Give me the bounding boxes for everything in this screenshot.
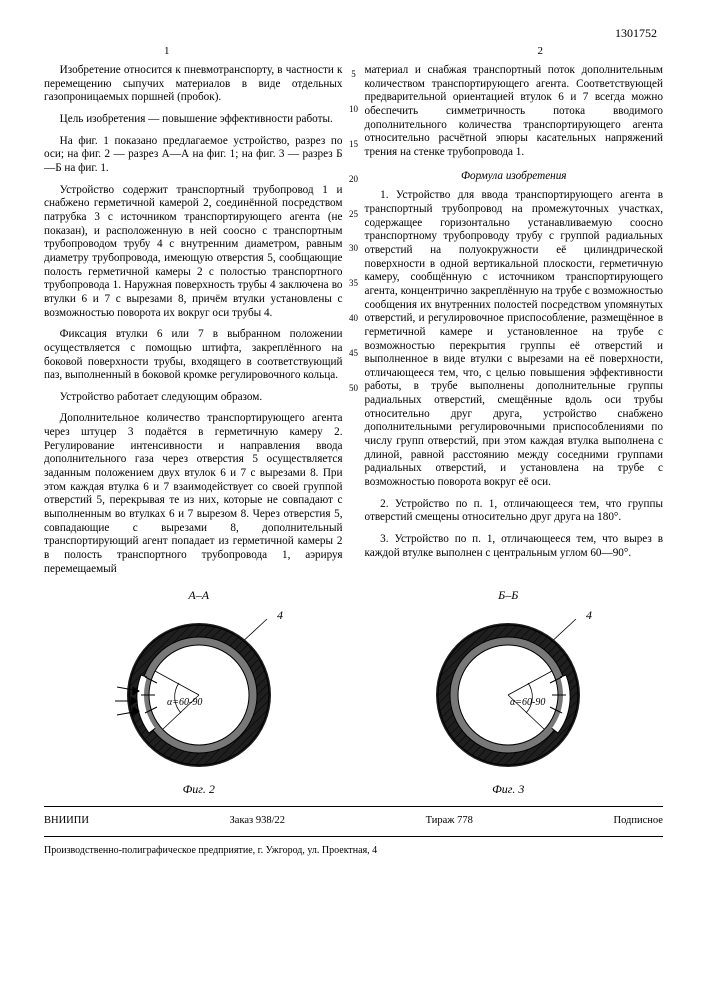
paragraph: Фиксация втулки 6 или 7 в выбранном поло… <box>44 328 343 383</box>
figure-2: А–А 4 <box>109 588 289 796</box>
imprint-order: Заказ 938/22 <box>230 815 285 828</box>
paragraph: Устройство содержит транспортный трубопр… <box>44 184 343 321</box>
claims-heading: Формула изобретения <box>365 170 664 184</box>
figure-2-svg: 4 <box>109 605 289 775</box>
claim: 1. Устройство для ввода транспортирующег… <box>365 189 664 489</box>
imprint-tirazh: Тираж 778 <box>426 815 473 828</box>
svg-text:4: 4 <box>586 608 592 622</box>
col-num-left: 1 <box>164 45 170 58</box>
paragraph: Дополнительное количество транспортирующ… <box>44 412 343 576</box>
svg-text:α=60-90: α=60-90 <box>167 697 202 708</box>
footer-rule-2 <box>44 836 663 837</box>
figures-row: А–А 4 <box>44 588 663 796</box>
patent-number: 1301752 <box>44 26 663 41</box>
paragraph: Устройство работает следующим образом. <box>44 391 343 405</box>
imprint-sign: Подписное <box>614 815 663 828</box>
claim: 3. Устройство по п. 1, отличающееся тем,… <box>365 533 664 560</box>
paragraph: Цель изобретения — повышение эффективнос… <box>44 113 343 127</box>
paragraph: материал и снабжая транспортный поток до… <box>365 64 664 160</box>
imprint-line: ВНИИПИ Заказ 938/22 Тираж 778 Подписное <box>44 815 663 828</box>
line-ruler: 5 10 15 20 25 30 35 40 45 50 <box>343 69 365 395</box>
section-label-b: Б–Б <box>418 588 598 603</box>
figure-3: Б–Б 4 <box>418 588 598 796</box>
figure-3-svg: 4 <box>418 605 598 775</box>
claim: 2. Устройство по п. 1, отличающееся тем,… <box>365 498 664 525</box>
section-label-a: А–А <box>109 588 289 603</box>
figure-2-caption: Фиг. 2 <box>109 782 289 797</box>
figure-3-caption: Фиг. 3 <box>418 782 598 797</box>
imprint-org: ВНИИПИ <box>44 815 89 828</box>
svg-text:α=60-90: α=60-90 <box>510 697 545 708</box>
paragraph: На фиг. 1 показано предлагаемое устройст… <box>44 135 343 176</box>
footer-rule <box>44 806 663 807</box>
paragraph: Изобретение относится к пневмотранспорту… <box>44 64 343 105</box>
imprint-address: Производственно-полиграфическое предприя… <box>44 845 663 857</box>
col-num-right: 2 <box>538 45 544 58</box>
svg-text:4: 4 <box>277 608 283 622</box>
